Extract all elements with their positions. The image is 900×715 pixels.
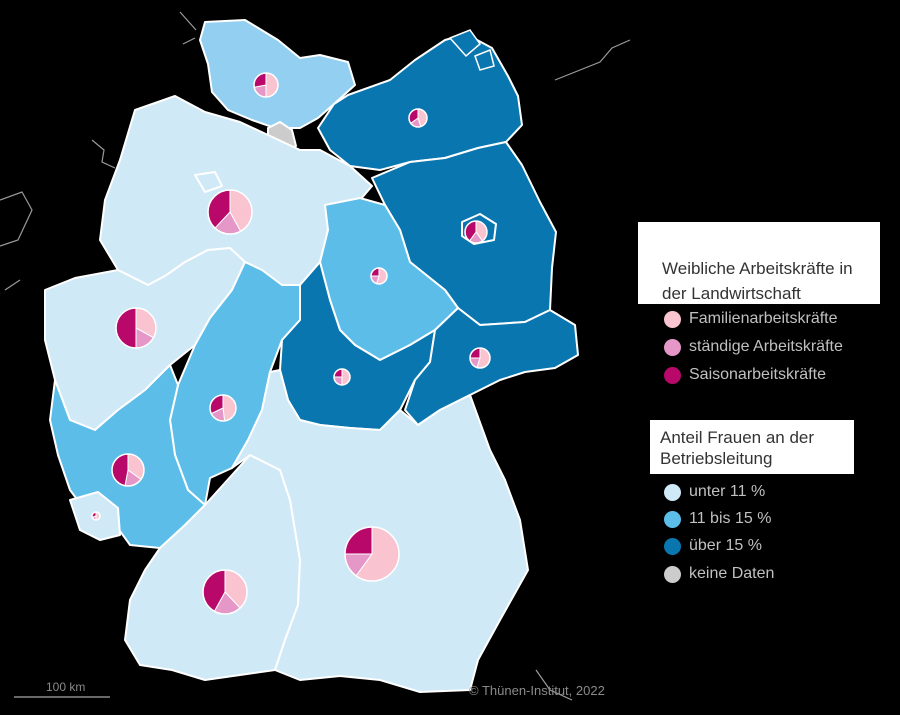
legend-swatch (664, 310, 681, 328)
legend-label: ständige Arbeitskräfte (689, 338, 843, 355)
pie-outline-bayern (344, 526, 400, 582)
states (44, 19, 579, 693)
pie-outline-saarland (91, 511, 101, 521)
pie-outline-niedersachsen (207, 189, 253, 235)
pie-outline-mecklenburg-vorpommern (408, 108, 428, 128)
legend-item-ueber-15: über 15 % (664, 535, 762, 557)
pie-outline-baden-wuerttemberg (202, 569, 248, 615)
legend-item-familienarbeitskraefte: Familienarbeitskräfte (664, 308, 838, 330)
legend-label: über 15 % (689, 537, 762, 554)
legend-fill-title: Anteil Frauen an der Betriebsleitung (660, 428, 815, 468)
pie-outline-schleswig-holstein (253, 72, 279, 98)
legend-swatch (664, 366, 681, 384)
legend-label: 11 bis 15 % (689, 510, 772, 527)
legend-label: keine Daten (689, 565, 775, 582)
pie-outline-sachsen (469, 347, 491, 369)
pie-outline-thueringen (333, 368, 351, 386)
state-sachsen (404, 307, 579, 426)
legend-pies-title-box: Weibliche Arbeitskräfte in der Landwirts… (638, 222, 880, 304)
scale-label: 100 km (46, 680, 86, 694)
legend-swatch (664, 483, 681, 501)
legend-swatch (664, 338, 681, 356)
pie-outline-berlin-brandenburg (464, 220, 488, 244)
legend-label: Saisonarbeitskräfte (689, 366, 826, 383)
islands (448, 29, 495, 71)
legend-item-unter-11: unter 11 % (664, 481, 765, 503)
pie-outline-hessen (209, 394, 237, 422)
legend-item-saisonarbeitskraefte: Saisonarbeitskräfte (664, 364, 826, 386)
legend-swatch (664, 537, 681, 555)
pie-outline-sachsen-anhalt (370, 267, 388, 285)
legend-item-11-bis-15: 11 bis 15 % (664, 508, 771, 530)
legend-label: Familienarbeitskräfte (689, 310, 838, 327)
legend-pies-title: Weibliche Arbeitskräfte in der Landwirts… (662, 259, 853, 303)
legend-label: unter 11 % (689, 483, 766, 500)
pie-outline-nordrhein-westfalen (115, 307, 157, 349)
state-schleswig-holstein (199, 19, 356, 129)
legend-item-staendige-arbeitskraefte: ständige Arbeitskräfte (664, 336, 843, 358)
legend-fill-title-box: Anteil Frauen an der Betriebsleitung (650, 420, 854, 474)
legend-swatch (664, 510, 681, 528)
legend-swatch (664, 565, 681, 583)
pie-charts (91, 72, 491, 615)
copyright: © Thünen-Institut, 2022 (469, 683, 605, 698)
pie-outline-rheinland-pfalz (111, 453, 145, 487)
legend-item-keine-daten: keine Daten (664, 563, 774, 585)
state-bremen (194, 171, 223, 193)
neighbor-borders (0, 11, 631, 701)
